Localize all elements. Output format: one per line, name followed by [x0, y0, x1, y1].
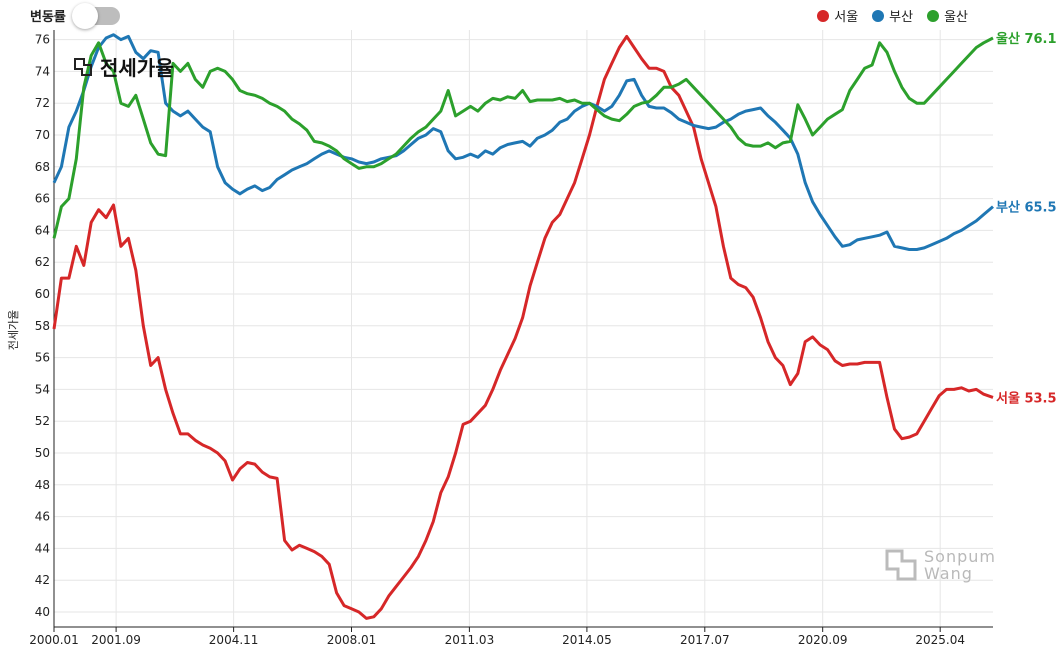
toggle-label: 변동률: [30, 10, 66, 25]
series-lines[interactable]: [52, 33, 994, 620]
y-tick-label: 52: [35, 414, 50, 428]
end-labels: 서울 53.5 부산 65.5 울산 76.1: [996, 31, 1057, 406]
watermark-line1: Sonpum: [924, 547, 996, 566]
y-tick-label: 48: [35, 478, 50, 492]
x-tick-label: 2017.07: [680, 633, 730, 647]
x-tick-label: 2008.01: [327, 633, 377, 647]
series-line-busan[interactable]: [52, 33, 994, 251]
x-tick-label: 2000.01: [29, 633, 79, 647]
chart-overlay-title: 전세가율: [72, 52, 174, 81]
legend-dot-busan: [872, 9, 885, 22]
toggle-knob[interactable]: [71, 2, 98, 29]
logo-icon: [74, 57, 92, 76]
y-axis-label: 전세가율: [7, 310, 20, 350]
y-tick-label: 44: [35, 541, 50, 555]
end-label-busan: 부산 65.5: [996, 200, 1057, 216]
series-line-ulsan[interactable]: [52, 36, 994, 239]
x-tick-label: 2014.05: [562, 633, 612, 647]
x-tick-label: 2011.03: [445, 633, 495, 647]
y-tick-label: 50: [35, 446, 50, 460]
y-tick-label: 66: [35, 192, 50, 206]
end-label-seoul: 서울 53.5: [996, 390, 1057, 406]
watermark-line2: Wang: [924, 564, 973, 583]
y-tick-label: 56: [35, 351, 50, 365]
y-tick-label: 68: [35, 160, 50, 174]
y-tick-label: 60: [35, 287, 50, 301]
y-tick-label: 42: [35, 573, 50, 587]
end-label-ulsan: 울산 76.1: [996, 31, 1057, 47]
y-tick-label: 46: [35, 510, 50, 524]
y-tick-label: 72: [35, 96, 50, 110]
legend: 서울 부산 울산: [817, 6, 968, 25]
change-rate-toggle[interactable]: [71, 2, 120, 29]
y-tick-label: 76: [35, 33, 50, 47]
y-tick-label: 62: [35, 255, 50, 269]
y-tick-label: 40: [35, 605, 50, 619]
y-tick-label: 58: [35, 319, 50, 333]
y-tick-label: 70: [35, 128, 50, 142]
y-tick-label: 64: [35, 223, 50, 237]
change-rate-toggle-group: 변동률: [30, 2, 120, 29]
y-tick-label: 54: [35, 382, 50, 396]
series-line-seoul[interactable]: [52, 34, 994, 620]
legend-item-ulsan[interactable]: 울산: [927, 6, 968, 25]
overlay-title-text: 전세가율: [100, 56, 174, 80]
legend-label-ulsan: 울산: [944, 10, 968, 25]
y-tick-label: 74: [35, 64, 50, 78]
axes: 40 42 44 46 48 50 52 54 56 58 60 62 64 66 68 70 72 74 76 20…: [29, 30, 993, 647]
watermark: Sonpum Wang: [884, 548, 996, 582]
legend-label-busan: 부산: [889, 10, 914, 25]
watermark-text: Sonpum Wang: [924, 548, 996, 582]
x-tick-label: 2004.11: [209, 633, 259, 647]
x-tick-label: 2001.09: [91, 633, 141, 647]
x-tick-label: 2020.09: [798, 633, 848, 647]
legend-item-seoul[interactable]: 서울: [817, 6, 858, 25]
legend-label-seoul: 서울: [834, 10, 859, 25]
legend-item-busan[interactable]: 부산: [872, 6, 913, 25]
legend-dot-seoul: [817, 9, 830, 22]
x-tick-label: 2025.04: [915, 633, 965, 647]
watermark-logo-icon: [885, 549, 917, 581]
grid-lines: [53, 30, 993, 627]
legend-dot-ulsan: [927, 9, 940, 22]
